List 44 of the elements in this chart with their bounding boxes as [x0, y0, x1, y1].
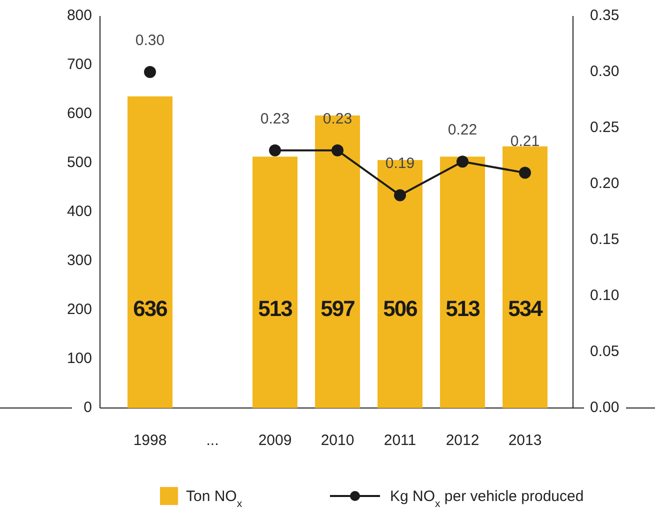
x-tick-label: 2010 — [320, 432, 354, 449]
y2-tick-label: 0.10 — [590, 286, 620, 304]
y-tick-label: 700 — [66, 56, 92, 73]
x-tick-label: 2009 — [258, 432, 292, 449]
x-tick-label: 2011 — [384, 432, 416, 449]
y2-tick-label: 0.25 — [590, 118, 620, 136]
data-label: 506 — [383, 296, 418, 321]
legend-label: Ton NO$_{x}$ — [186, 488, 243, 510]
data-label: 0.30 — [135, 32, 165, 49]
point — [519, 166, 531, 179]
data-label: 0.23 — [260, 110, 290, 128]
point — [456, 156, 468, 168]
y-tick-label: 100 — [66, 350, 92, 367]
y-tick-label: 500 — [66, 154, 92, 171]
y-tick-label: 800 — [66, 6, 92, 24]
y-tick-label: 300 — [66, 252, 92, 269]
y2-tick-label: 0.35 — [590, 6, 620, 24]
data-label: 513 — [258, 296, 293, 321]
y2-tick-label: 0.30 — [590, 62, 620, 80]
x-tick-label: ... — [206, 432, 219, 449]
data-label: 0.23 — [322, 110, 352, 128]
point — [332, 144, 344, 156]
data-label: 0.21 — [510, 132, 540, 150]
x-tick-label: 2013 — [508, 432, 542, 449]
y-tick-label: 200 — [66, 300, 92, 318]
y2-tick-label: 0.15 — [590, 230, 620, 248]
data-label: 636 — [133, 296, 168, 321]
x-tick-label: 1998 — [133, 432, 167, 449]
data-label: 534 — [508, 296, 544, 321]
point — [144, 66, 156, 78]
y2-tick-label: 0.20 — [590, 174, 620, 192]
y2-tick-label: 0.05 — [590, 342, 620, 360]
point — [269, 144, 281, 156]
y-tick-label: 0 — [84, 398, 92, 416]
data-label: 0.22 — [448, 122, 478, 139]
legend-label: Kg NO$_{x}$ per vehicle produced — [390, 488, 584, 510]
y2-tick-label: 0.00 — [590, 398, 620, 416]
point — [394, 189, 406, 202]
data-label: 513 — [446, 296, 480, 321]
data-label: 0.19 — [385, 155, 415, 172]
y-tick-label: 600 — [66, 104, 92, 122]
data-label: 597 — [320, 296, 356, 321]
x-tick-label: 2012 — [446, 432, 480, 449]
y-tick-label: 400 — [66, 202, 92, 220]
